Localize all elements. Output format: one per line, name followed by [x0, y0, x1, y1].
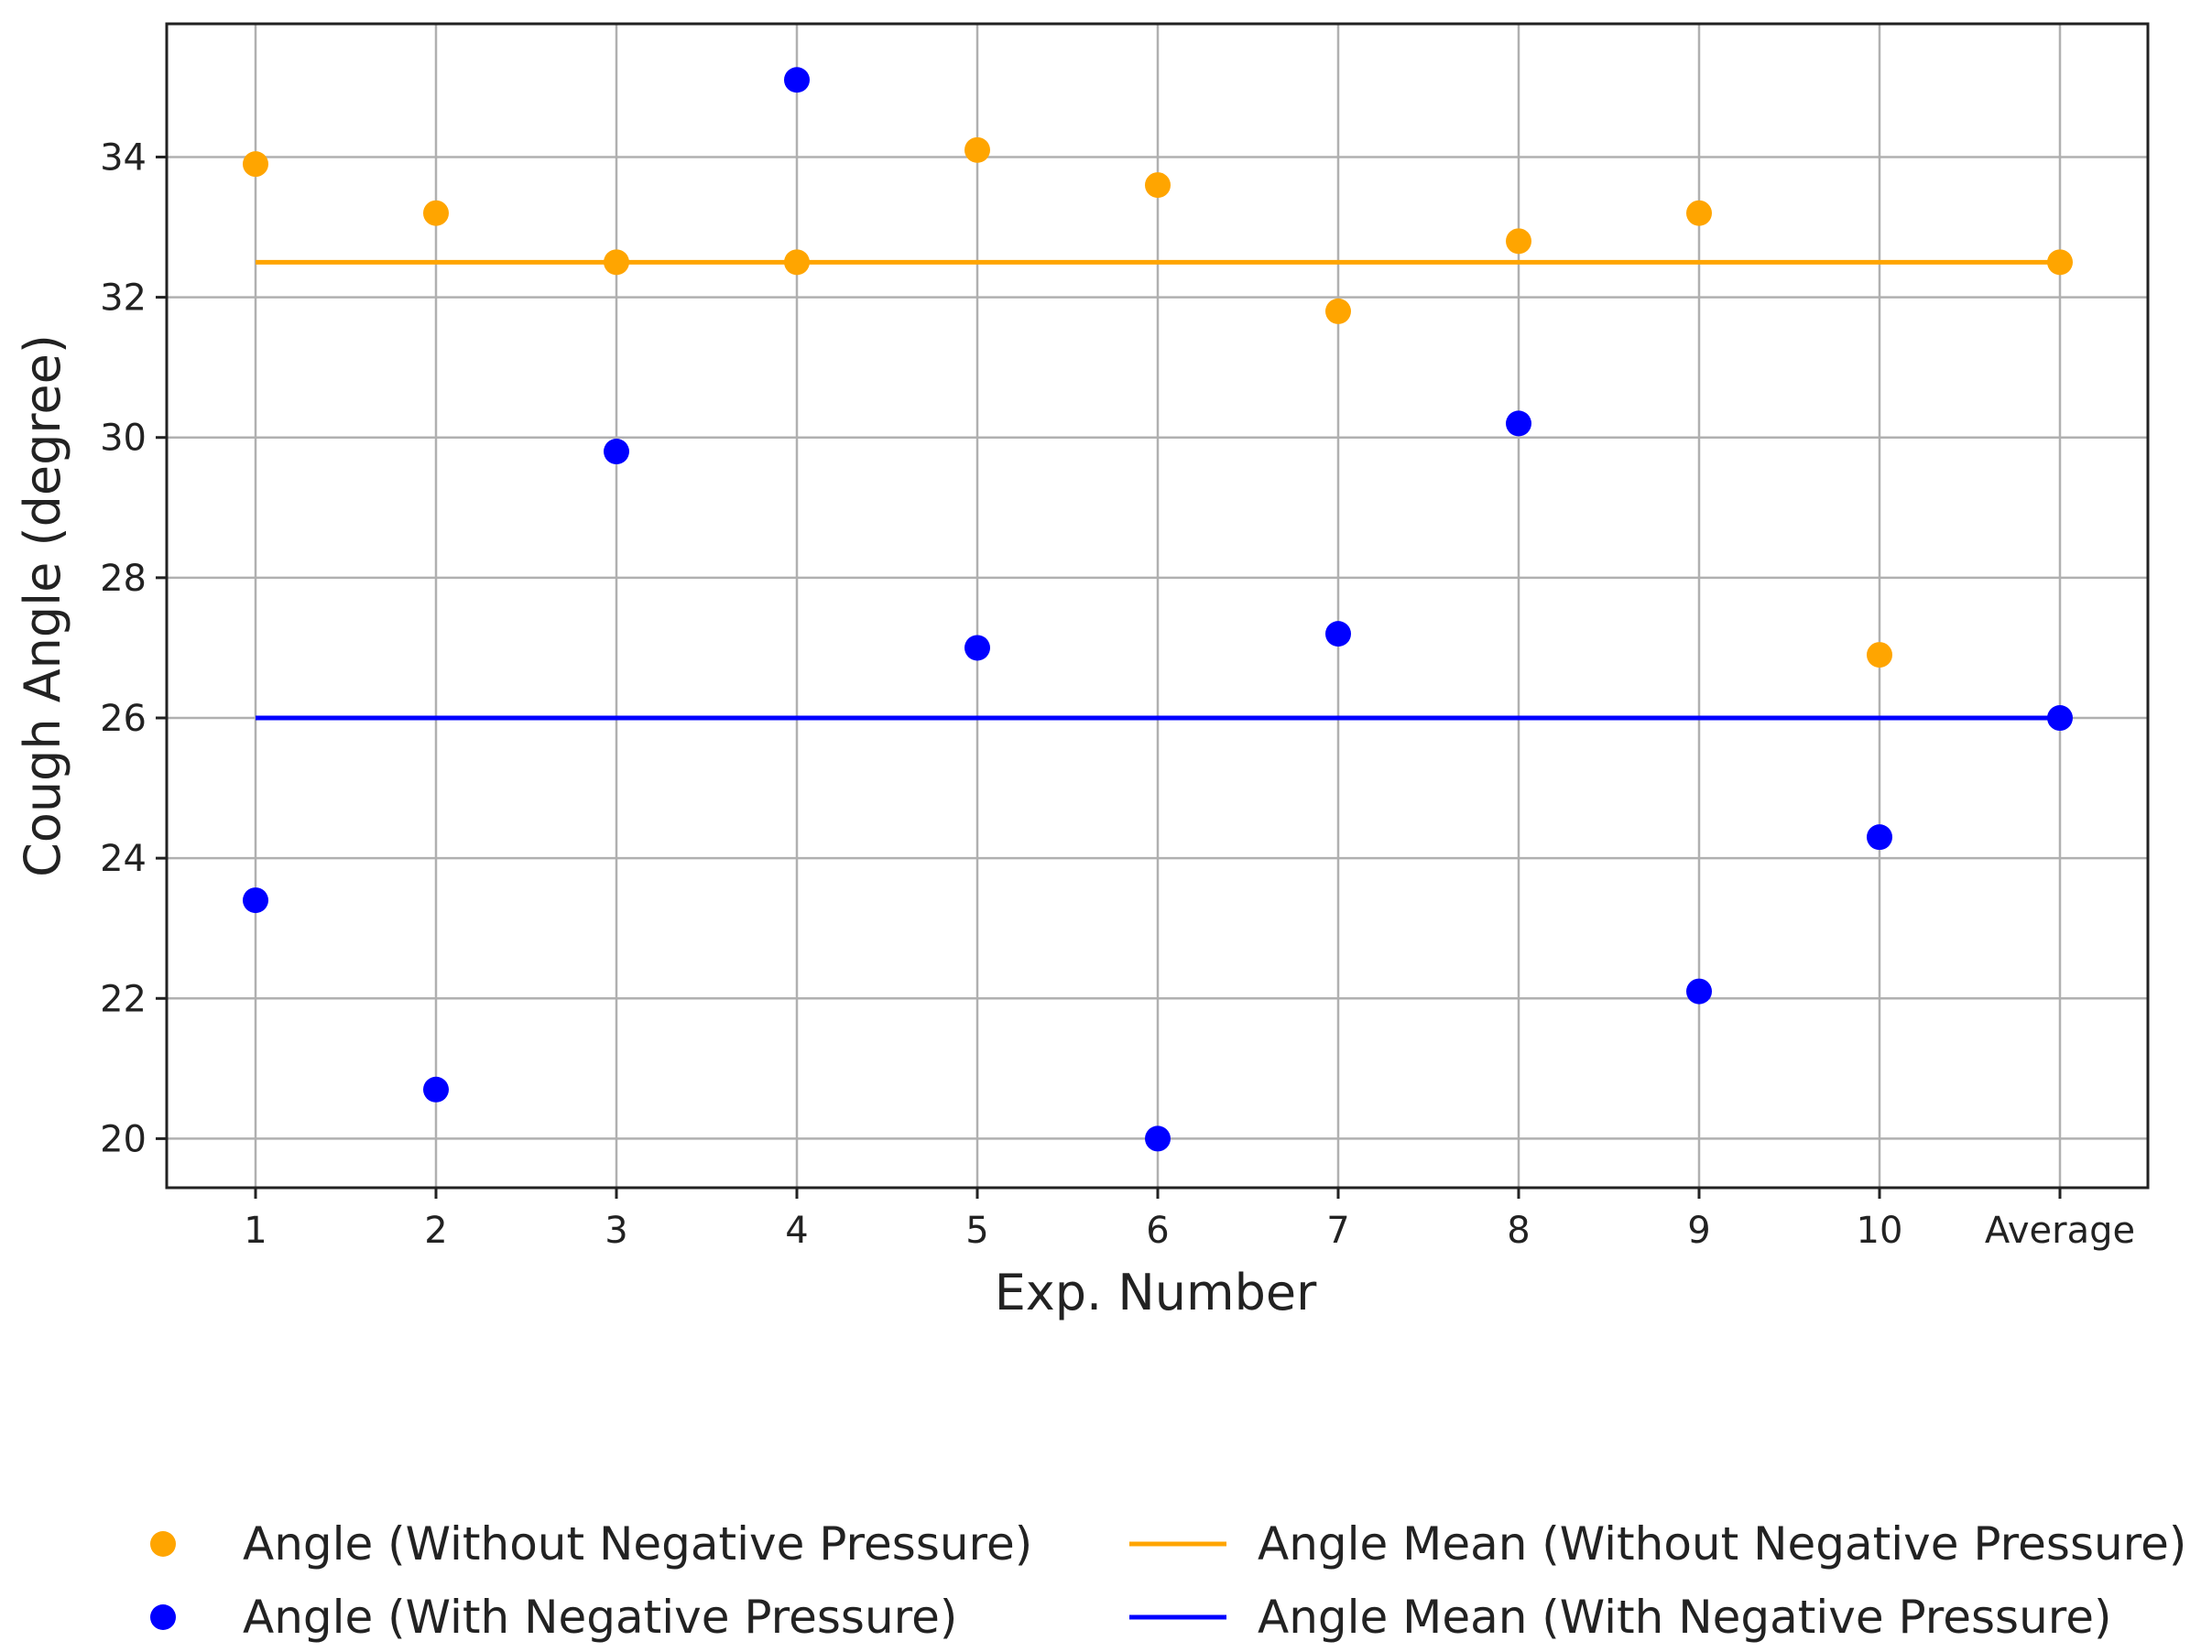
data-point — [243, 151, 268, 178]
x-tick-label: 9 — [1687, 1210, 1710, 1252]
data-point — [784, 67, 810, 93]
legend-label: Angle Mean (With Negative Pressure) — [1258, 1591, 2112, 1644]
data-point — [423, 200, 449, 226]
x-tick-label: 6 — [1146, 1210, 1169, 1252]
y-tick-label: 28 — [100, 558, 147, 600]
x-tick-label: Average — [1985, 1210, 2135, 1252]
legend-label: Angle Mean (Without Negative Pressure) — [1258, 1517, 2186, 1570]
y-tick-label: 20 — [100, 1118, 147, 1160]
x-tick-label: 10 — [1857, 1210, 1903, 1252]
y-tick-labels: 20 22 24 26 28 30 32 34 — [100, 136, 167, 1160]
y-tick-label: 32 — [100, 277, 147, 320]
x-tick-label: 8 — [1507, 1210, 1530, 1252]
data-point — [2047, 705, 2073, 732]
y-tick-label: 22 — [100, 978, 147, 1020]
data-point — [604, 249, 629, 276]
data-point — [1145, 172, 1171, 199]
data-point — [423, 1076, 449, 1103]
data-point — [1506, 410, 1531, 437]
data-point — [1145, 1125, 1171, 1152]
legend: Angle (Without Negative Pressure) Angle (… — [150, 1517, 2186, 1644]
y-axis-title: Cough Angle (degree) — [14, 334, 71, 877]
mean-lines — [256, 259, 2060, 721]
data-point — [1686, 978, 1712, 1005]
y-tick-label: 30 — [100, 418, 147, 460]
legend-marker — [150, 1604, 176, 1630]
grid — [167, 24, 2148, 1188]
data-point — [2047, 249, 2073, 276]
x-tick-label: 3 — [605, 1210, 627, 1252]
x-tick-labels: 1 2 3 4 5 6 7 8 9 10 Average — [244, 1188, 2135, 1252]
x-tick-label: 5 — [965, 1210, 988, 1252]
data-point — [1867, 824, 1892, 851]
legend-marker — [150, 1531, 176, 1557]
data-point — [784, 249, 810, 276]
data-point — [1325, 621, 1351, 647]
x-tick-label: 4 — [785, 1210, 808, 1252]
y-tick-label: 26 — [100, 698, 147, 740]
y-tick-label: 24 — [100, 838, 147, 880]
data-point — [964, 635, 990, 661]
y-tick-label: 34 — [100, 136, 147, 179]
data-point — [1686, 200, 1712, 226]
x-tick-label: 1 — [244, 1210, 267, 1252]
legend-label: Angle (Without Negative Pressure) — [243, 1517, 1032, 1570]
data-point — [243, 887, 268, 914]
x-tick-label: 2 — [424, 1210, 447, 1252]
data-point — [1867, 642, 1892, 668]
data-point — [1325, 298, 1351, 324]
x-tick-label: 7 — [1326, 1210, 1349, 1252]
x-axis-title: Exp. Number — [995, 1264, 1317, 1321]
data-points — [243, 67, 2073, 1152]
legend-label: Angle (With Negative Pressure) — [243, 1591, 957, 1644]
data-point — [604, 439, 629, 465]
data-point — [964, 136, 990, 163]
data-point — [1506, 228, 1531, 255]
